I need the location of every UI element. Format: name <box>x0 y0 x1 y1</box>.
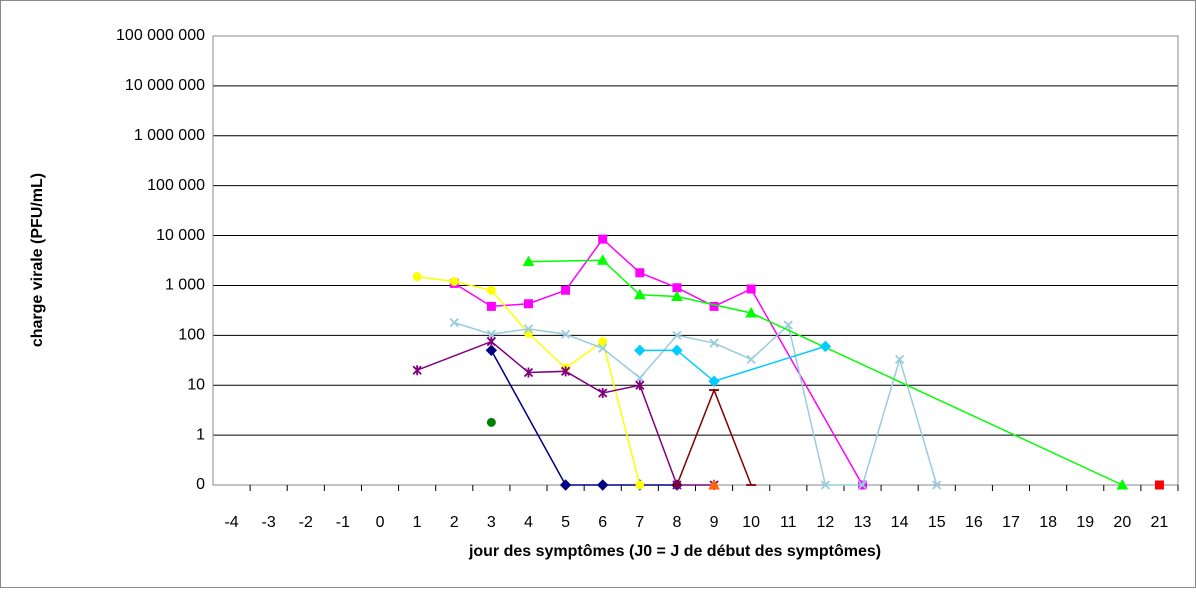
data-point <box>783 320 793 330</box>
data-point <box>709 338 719 348</box>
y-axis-label: charge virale (PFU/mL) <box>29 173 46 347</box>
data-point <box>598 343 608 353</box>
data-point <box>635 380 645 391</box>
x-tick-label: 13 <box>854 514 872 531</box>
x-tick-label: -3 <box>262 514 276 531</box>
x-tick-label: 17 <box>1002 514 1020 531</box>
x-tick-label: 11 <box>780 514 797 531</box>
data-point <box>412 272 422 282</box>
y-tick-label: 10 <box>187 376 205 393</box>
data-point <box>597 479 609 491</box>
data-point <box>635 480 645 490</box>
series-line <box>528 259 1123 486</box>
data-point <box>560 329 571 339</box>
x-tick-label: 3 <box>487 514 496 531</box>
data-point <box>745 306 758 318</box>
y-tick-label: 0 <box>196 476 205 493</box>
y-tick-label: 1 <box>196 426 205 443</box>
data-point <box>412 365 422 376</box>
data-point <box>486 417 496 427</box>
series-line <box>639 345 826 383</box>
y-tick-label: 100 000 <box>147 177 205 194</box>
x-tick-label: 8 <box>672 514 681 531</box>
x-tick-label: 16 <box>965 514 983 531</box>
data-point <box>486 336 497 347</box>
x-tick-label: 1 <box>413 514 422 531</box>
y-tick-label: 10 000 000 <box>125 77 205 94</box>
data-point <box>746 284 756 294</box>
data-point <box>486 285 496 295</box>
data-point <box>486 329 497 339</box>
x-tick-label: -1 <box>336 514 350 531</box>
y-tick-label: 100 <box>178 327 205 344</box>
series-line <box>453 237 864 486</box>
data-point <box>596 254 609 265</box>
data-point <box>561 285 571 295</box>
data-point <box>671 290 683 302</box>
data-point <box>857 480 868 490</box>
x-tick-label: 7 <box>635 514 644 531</box>
data-point <box>598 387 608 398</box>
x-tick-label: 4 <box>524 514 533 531</box>
data-point <box>598 234 608 244</box>
data-point <box>932 480 942 490</box>
data-point <box>522 255 535 267</box>
x-tick-label: -4 <box>224 514 238 531</box>
x-tick-label: 15 <box>928 514 946 531</box>
x-tick-label: -2 <box>299 514 313 531</box>
data-point <box>708 375 720 387</box>
x-tick-label: 0 <box>376 514 385 531</box>
y-tick-label: 1 000 000 <box>134 127 205 144</box>
data-point <box>560 366 571 377</box>
x-tick-label: 21 <box>1151 514 1169 531</box>
data-point <box>1154 480 1164 490</box>
x-tick-label: 2 <box>450 514 459 531</box>
data-point <box>486 301 496 311</box>
data-point <box>746 354 756 364</box>
data-point <box>633 288 646 300</box>
data-point <box>672 330 682 340</box>
x-tick-label: 9 <box>710 514 719 531</box>
data-point <box>449 277 459 286</box>
x-tick-label: 6 <box>598 514 607 531</box>
data-point <box>634 344 646 357</box>
y-tick-label: 100 000 000 <box>116 27 205 44</box>
series-line <box>416 340 715 486</box>
x-tick-label: 10 <box>742 514 760 531</box>
y-tick-label: 10 000 <box>156 227 205 244</box>
data-point <box>708 478 720 490</box>
data-point <box>635 268 645 278</box>
data-point <box>894 354 905 364</box>
data-point <box>523 299 533 309</box>
x-tick-label: 14 <box>891 514 909 531</box>
x-tick-label: 20 <box>1113 514 1131 531</box>
x-tick-label: 5 <box>561 514 570 531</box>
data-point <box>819 340 832 353</box>
data-point <box>635 373 645 383</box>
data-point <box>820 480 831 490</box>
data-point <box>449 317 459 328</box>
x-tick-label: 12 <box>817 514 835 531</box>
data-point <box>672 283 682 293</box>
data-point <box>1116 478 1129 490</box>
x-tick-label: 19 <box>1076 514 1094 531</box>
data-point <box>485 344 498 357</box>
y-tick-label: 1 000 <box>165 277 205 294</box>
x-tick-label: 18 <box>1039 514 1057 531</box>
data-point <box>671 344 683 357</box>
x-axis-label: jour des symptômes (J0 = J de début des … <box>468 543 881 560</box>
series-line <box>454 321 938 486</box>
data-point <box>559 479 572 491</box>
data-point <box>523 367 534 378</box>
data-point <box>523 324 534 334</box>
